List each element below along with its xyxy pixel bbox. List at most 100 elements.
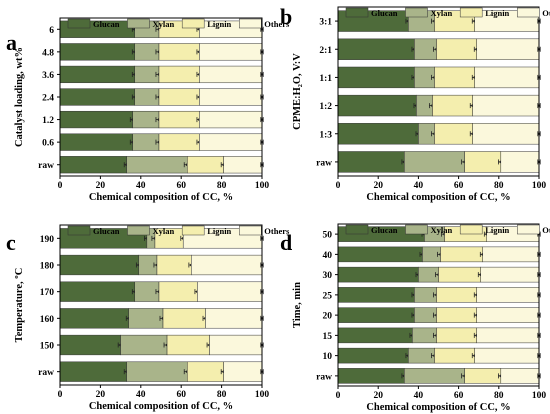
bar-glucan-raw bbox=[337, 151, 405, 173]
bar-others-150 bbox=[209, 334, 263, 356]
y-tick-label: 25 bbox=[323, 291, 333, 301]
bar-glucan-1.2 bbox=[59, 110, 133, 129]
bar-xylan-raw bbox=[126, 156, 188, 174]
x-tick-label: 100 bbox=[255, 181, 270, 191]
bar-glucan-170 bbox=[59, 281, 135, 302]
bar-glucan-25 bbox=[337, 287, 415, 303]
y-tick-label: 20 bbox=[323, 312, 333, 322]
x-tick-label: 80 bbox=[494, 391, 504, 401]
bar-others-20 bbox=[476, 307, 540, 323]
legend-swatch-others bbox=[517, 224, 540, 235]
x-tick-label: 60 bbox=[454, 391, 464, 401]
panel-label: a bbox=[6, 30, 17, 55]
bar-others-40 bbox=[482, 246, 540, 263]
legend-swatch-glucan bbox=[345, 7, 369, 18]
bar-glucan-4.8 bbox=[59, 43, 135, 61]
legend-label-lignin: Lignin bbox=[485, 225, 509, 235]
y-tick-label: raw bbox=[316, 158, 332, 168]
bar-others-2:1 bbox=[476, 38, 540, 60]
y-tick-label: 180 bbox=[40, 262, 55, 272]
bar-others-raw bbox=[223, 156, 263, 174]
bar-lignin-10 bbox=[434, 347, 475, 364]
bar-others-1:2 bbox=[472, 94, 540, 117]
x-tick-label: 100 bbox=[532, 391, 547, 401]
bar-xylan-10 bbox=[408, 347, 435, 364]
bar-glucan-10 bbox=[337, 347, 409, 364]
bar-lignin-raw bbox=[464, 151, 502, 173]
bar-lignin-170 bbox=[158, 281, 198, 302]
legend-label-others: Others bbox=[264, 19, 290, 29]
legend-swatch-xylan bbox=[405, 7, 428, 18]
y-axis-title: CPME:H₂O, V:V bbox=[292, 53, 303, 130]
bar-others-2.4 bbox=[199, 88, 263, 106]
y-tick-label: 30 bbox=[323, 271, 333, 281]
x-tick-label: 100 bbox=[532, 181, 547, 191]
y-tick-label: 2.4 bbox=[42, 94, 54, 104]
legend-swatch-lignin bbox=[459, 224, 483, 235]
bar-lignin-160 bbox=[162, 308, 206, 329]
bar-glucan-40 bbox=[337, 246, 423, 263]
bar-xylan-3.6 bbox=[134, 65, 160, 84]
y-tick-label: 40 bbox=[323, 251, 333, 261]
y-tick-label: raw bbox=[38, 161, 54, 171]
legend-label-glucan: Glucan bbox=[371, 8, 398, 18]
bar-glucan-3.6 bbox=[59, 65, 135, 84]
bar-xylan-raw bbox=[404, 368, 465, 384]
bar-glucan-raw bbox=[59, 361, 127, 382]
bar-lignin-1:3 bbox=[434, 123, 473, 145]
panel-label: b bbox=[280, 4, 292, 29]
bar-lignin-150 bbox=[166, 334, 210, 356]
chart-panel-b: b raw 1:3 1:2 1:1 2:1 3:1 Glucan Xylan Lignin Othe… bbox=[280, 4, 550, 203]
x-tick-label: 60 bbox=[176, 390, 186, 400]
bar-glucan-180 bbox=[59, 254, 140, 276]
bar-lignin-30 bbox=[438, 266, 481, 283]
bar-lignin-1:2 bbox=[432, 94, 473, 117]
bar-others-1:1 bbox=[474, 66, 540, 89]
y-tick-label: 1:1 bbox=[319, 74, 332, 84]
bar-others-15 bbox=[476, 327, 540, 344]
x-tick-label: 20 bbox=[96, 390, 106, 400]
bar-others-180 bbox=[191, 254, 263, 276]
legend-swatch-lignin bbox=[181, 18, 205, 29]
legend-swatch-xylan bbox=[127, 18, 150, 29]
bar-lignin-2:1 bbox=[436, 38, 477, 60]
bar-glucan-2.4 bbox=[59, 88, 135, 106]
legend-label-glucan: Glucan bbox=[93, 226, 120, 236]
legend-label-lignin: Lignin bbox=[207, 226, 231, 236]
legend-label-others: Others bbox=[542, 8, 550, 18]
x-tick-label: 40 bbox=[136, 181, 146, 191]
y-tick-label: 190 bbox=[40, 235, 55, 245]
legend-swatch-glucan bbox=[67, 225, 91, 236]
bar-others-170 bbox=[197, 281, 263, 302]
plot-frame bbox=[337, 223, 540, 387]
legend-swatch-xylan bbox=[405, 224, 428, 235]
legend-swatch-glucan bbox=[345, 224, 369, 235]
legend-swatch-others bbox=[517, 7, 540, 18]
x-axis-title: Chemical composition of CC, % bbox=[366, 402, 510, 413]
bar-lignin-2.4 bbox=[158, 88, 200, 106]
x-tick-label: 60 bbox=[176, 181, 186, 191]
bar-others-raw bbox=[500, 368, 540, 384]
bar-others-raw bbox=[223, 361, 263, 382]
x-tick-label: 20 bbox=[96, 181, 106, 191]
bar-lignin-4.8 bbox=[158, 43, 200, 61]
bar-others-1:3 bbox=[472, 123, 540, 145]
bar-glucan-20 bbox=[337, 307, 415, 323]
legend-swatch-others bbox=[239, 18, 262, 29]
panel-label: c bbox=[6, 230, 16, 255]
bar-glucan-1:1 bbox=[337, 66, 415, 89]
y-axis-title: Time, min bbox=[292, 282, 303, 328]
x-axis-title: Chemical composition of CC, % bbox=[89, 192, 233, 203]
bar-others-0.6 bbox=[199, 133, 263, 151]
legend-swatch-lignin bbox=[459, 7, 483, 18]
x-tick-label: 80 bbox=[217, 181, 227, 191]
bar-lignin-raw bbox=[187, 361, 224, 382]
bar-glucan-1:2 bbox=[337, 94, 417, 117]
bar-glucan-raw bbox=[59, 156, 127, 174]
y-tick-label: 15 bbox=[323, 332, 333, 342]
bar-lignin-3.6 bbox=[158, 65, 200, 84]
bar-lignin-15 bbox=[436, 327, 477, 344]
y-tick-label: 170 bbox=[40, 288, 55, 298]
legend-label-lignin: Lignin bbox=[485, 8, 509, 18]
bar-xylan-160 bbox=[128, 308, 164, 329]
